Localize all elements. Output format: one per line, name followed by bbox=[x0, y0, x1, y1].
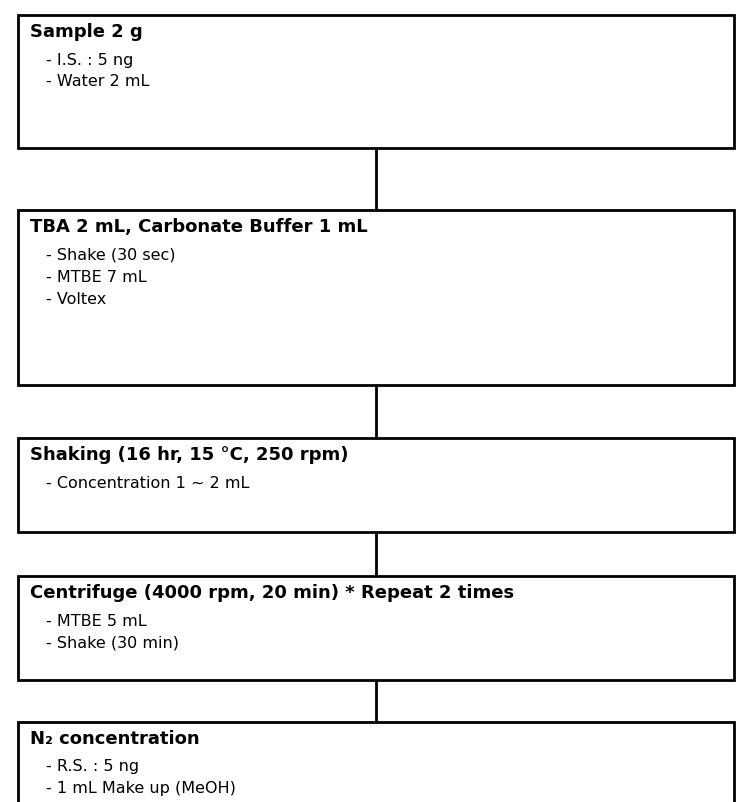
Bar bbox=[18, 576, 734, 680]
Text: Shaking (16 hr, 15 °C, 250 rpm): Shaking (16 hr, 15 °C, 250 rpm) bbox=[30, 446, 348, 464]
Bar bbox=[18, 210, 734, 385]
Text: - Shake (30 sec): - Shake (30 sec) bbox=[46, 248, 175, 262]
Text: - Water 2 mL: - Water 2 mL bbox=[46, 75, 150, 90]
Text: - Voltex: - Voltex bbox=[46, 291, 106, 306]
Bar bbox=[18, 438, 734, 532]
Text: Centrifuge (4000 rpm, 20 min) * Repeat 2 times: Centrifuge (4000 rpm, 20 min) * Repeat 2… bbox=[30, 584, 514, 602]
Text: - I.S. : 5 ng: - I.S. : 5 ng bbox=[46, 52, 133, 67]
Bar bbox=[18, 15, 734, 148]
Text: - MTBE 7 mL: - MTBE 7 mL bbox=[46, 269, 147, 285]
Text: Sample 2 g: Sample 2 g bbox=[30, 23, 143, 41]
Bar bbox=[18, 722, 734, 802]
Text: - MTBE 5 mL: - MTBE 5 mL bbox=[46, 614, 147, 629]
Text: - R.S. : 5 ng: - R.S. : 5 ng bbox=[46, 759, 139, 775]
Text: - Shake (30 min): - Shake (30 min) bbox=[46, 635, 179, 650]
Text: N₂ concentration: N₂ concentration bbox=[30, 730, 199, 748]
Text: - 1 mL Make up (MeOH): - 1 mL Make up (MeOH) bbox=[46, 781, 236, 796]
Text: TBA 2 mL, Carbonate Buffer 1 mL: TBA 2 mL, Carbonate Buffer 1 mL bbox=[30, 218, 368, 236]
Text: - Concentration 1 ~ 2 mL: - Concentration 1 ~ 2 mL bbox=[46, 476, 250, 491]
